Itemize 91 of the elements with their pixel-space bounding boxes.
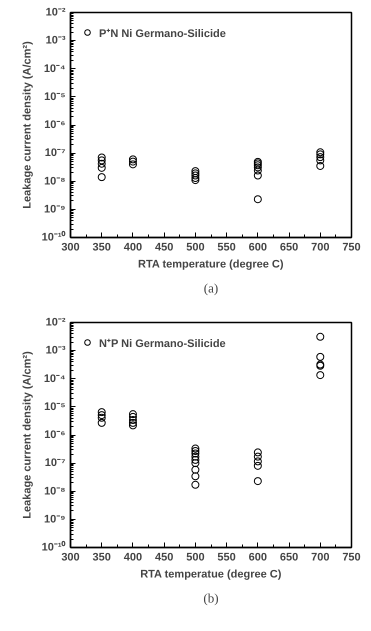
point — [128, 158, 137, 166]
y-tick-label: 10⁻⁷ — [44, 147, 66, 160]
y-tick-label: 10⁻⁵ — [44, 90, 66, 103]
x-axis-title: RTA temperatue (degree C) — [140, 568, 282, 580]
point — [98, 173, 106, 182]
text: (b) — [203, 590, 219, 606]
point — [98, 408, 106, 416]
point — [254, 452, 262, 461]
y-tick-label: 10⁻⁹ — [44, 513, 66, 526]
y-tick-label: 10⁻⁵ — [44, 400, 66, 413]
x-tick-label: 750 — [342, 552, 361, 564]
x-tick-label: 500 — [186, 552, 205, 564]
point — [316, 156, 324, 164]
x-tick-label: 700 — [311, 242, 330, 254]
point — [191, 452, 200, 461]
y-tick-label: 10⁻⁷ — [44, 457, 66, 470]
x-axis-title: RTA temperature (degree C) — [138, 258, 284, 270]
point — [128, 421, 137, 430]
y-tick-label: 10⁻³ — [46, 34, 66, 47]
point — [254, 462, 262, 470]
legend-label: N⁺P Ni Germano-Silicide — [99, 336, 226, 350]
y-axis-title: Leakage current density (A/cm²) — [22, 40, 34, 209]
x-tick-label: 700 — [311, 552, 330, 564]
point — [191, 480, 200, 489]
point — [128, 412, 137, 421]
point — [316, 332, 324, 341]
point — [191, 172, 200, 180]
x-tick-label: 350 — [92, 552, 111, 564]
point — [98, 411, 106, 420]
y-tick-label: 10⁻¹⁰ — [42, 230, 66, 244]
point — [316, 162, 324, 170]
point — [98, 156, 106, 164]
x-tick-label: 500 — [186, 242, 205, 254]
y-tick-label: 10⁻² — [46, 316, 66, 328]
x-tick-label: 650 — [280, 552, 298, 564]
point — [191, 450, 200, 458]
y-tick-label: 10⁻⁴ — [44, 372, 66, 385]
x-tick-label: 300 — [61, 242, 80, 254]
point — [98, 160, 106, 168]
text: (a) — [204, 280, 218, 296]
y-tick-label: 10⁻³ — [46, 344, 66, 357]
point — [254, 161, 262, 170]
point — [254, 457, 262, 466]
x-tick-label: 400 — [124, 242, 142, 254]
point — [316, 153, 324, 162]
y-tick-label: 10⁻⁸ — [44, 485, 66, 498]
point — [316, 352, 324, 361]
point — [191, 472, 200, 480]
y-tick-label: 10⁻² — [46, 6, 66, 18]
point — [191, 456, 200, 464]
point — [191, 167, 200, 176]
point — [128, 155, 137, 164]
point — [128, 416, 137, 424]
point — [98, 414, 106, 422]
x-tick-label: 400 — [124, 552, 142, 564]
point — [191, 466, 200, 474]
x-tick-label: 550 — [217, 242, 236, 254]
point — [254, 448, 262, 456]
point — [191, 459, 200, 468]
point — [191, 174, 200, 182]
point — [316, 371, 324, 380]
y-tick-label: 10⁻⁶ — [44, 429, 66, 441]
point — [254, 163, 262, 172]
y-tick-label: 10⁻⁴ — [44, 62, 66, 75]
point — [98, 164, 106, 172]
x-tick-label: 450 — [154, 552, 174, 564]
point — [316, 150, 324, 158]
y-tick-label: 10⁻⁸ — [44, 175, 66, 188]
x-tick-label: 600 — [248, 552, 268, 564]
point — [191, 447, 200, 455]
point — [254, 172, 262, 180]
x-tick-label: 600 — [248, 242, 268, 254]
point — [254, 477, 262, 486]
y-tick-label: 10⁻⁶ — [44, 119, 66, 131]
point — [254, 166, 262, 175]
x-tick-label: 650 — [280, 242, 298, 254]
x-tick-label: 300 — [61, 552, 80, 564]
x-tick-label: 550 — [217, 552, 236, 564]
point — [128, 410, 137, 418]
point — [128, 160, 137, 168]
point — [98, 418, 106, 427]
point — [98, 153, 106, 162]
x-tick-label: 450 — [154, 242, 174, 254]
y-tick-label: 10⁻¹⁰ — [42, 540, 66, 554]
point — [254, 195, 262, 204]
legend-label: P⁺N Ni Germano-Silicide — [99, 26, 226, 40]
y-axis-title: Leakage current density (A/cm²) — [22, 350, 34, 519]
x-tick-label: 750 — [342, 242, 361, 254]
point — [128, 418, 137, 427]
y-tick-label: 10⁻⁹ — [44, 203, 66, 216]
x-tick-label: 350 — [92, 242, 111, 254]
